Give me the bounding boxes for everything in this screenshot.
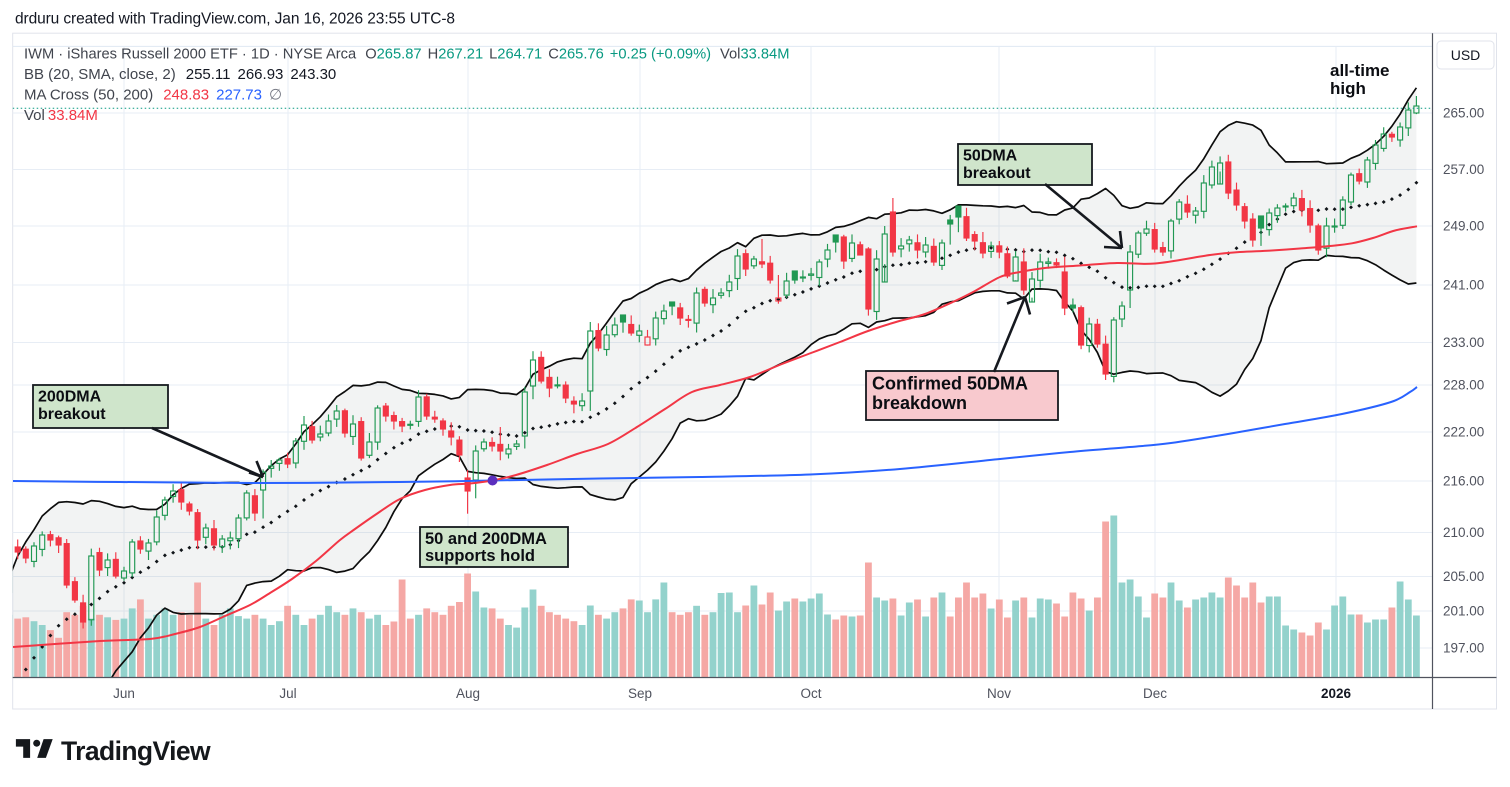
svg-text:2026: 2026 [1321,686,1352,701]
svg-text:Sep: Sep [628,686,652,701]
svg-text:TradingView: TradingView [61,736,211,766]
svg-text:Aug: Aug [456,686,480,701]
svg-text:breakout: breakout [963,165,1031,182]
svg-text:all-time: all-time [1330,61,1390,80]
svg-text:IWM · iShares Russell 2000 ETF: IWM · iShares Russell 2000 ETF · 1D · NY… [24,47,789,63]
svg-text:216.00: 216.00 [1443,474,1484,489]
svg-text:249.00: 249.00 [1443,219,1484,234]
svg-text:breakout: breakout [38,406,106,423]
svg-text:supports hold: supports hold [425,547,535,565]
svg-text:Vol33.84M: Vol 33.84M [24,107,98,124]
svg-text:265.00: 265.00 [1443,106,1484,121]
svg-text:241.00: 241.00 [1443,278,1484,293]
svg-text:205.00: 205.00 [1443,569,1484,584]
svg-text:50 and 200DMA: 50 and 200DMA [425,530,547,548]
svg-text:201.00: 201.00 [1443,604,1484,619]
svg-text:228.00: 228.00 [1443,378,1484,393]
svg-text:Jul: Jul [279,686,296,701]
svg-text:200DMA: 200DMA [38,389,102,406]
svg-text:high: high [1330,79,1366,98]
svg-text:210.00: 210.00 [1443,525,1484,540]
svg-text:197.00: 197.00 [1443,641,1484,656]
svg-text:Confirmed 50DMA: Confirmed 50DMA [872,373,1028,393]
svg-text:Dec: Dec [1143,686,1167,701]
svg-text:breakdown: breakdown [872,393,967,413]
svg-text:Nov: Nov [987,686,1011,701]
svg-text:50DMA: 50DMA [963,148,1018,165]
svg-text:Jun: Jun [113,686,135,701]
svg-text:drduru created with TradingVie: drduru created with TradingView.com, Jan… [15,11,455,28]
svg-text:222.00: 222.00 [1443,425,1484,440]
svg-text:USD: USD [1451,47,1481,63]
svg-text:257.00: 257.00 [1443,162,1484,177]
svg-text:233.00: 233.00 [1443,335,1484,350]
svg-text:Oct: Oct [800,686,821,701]
